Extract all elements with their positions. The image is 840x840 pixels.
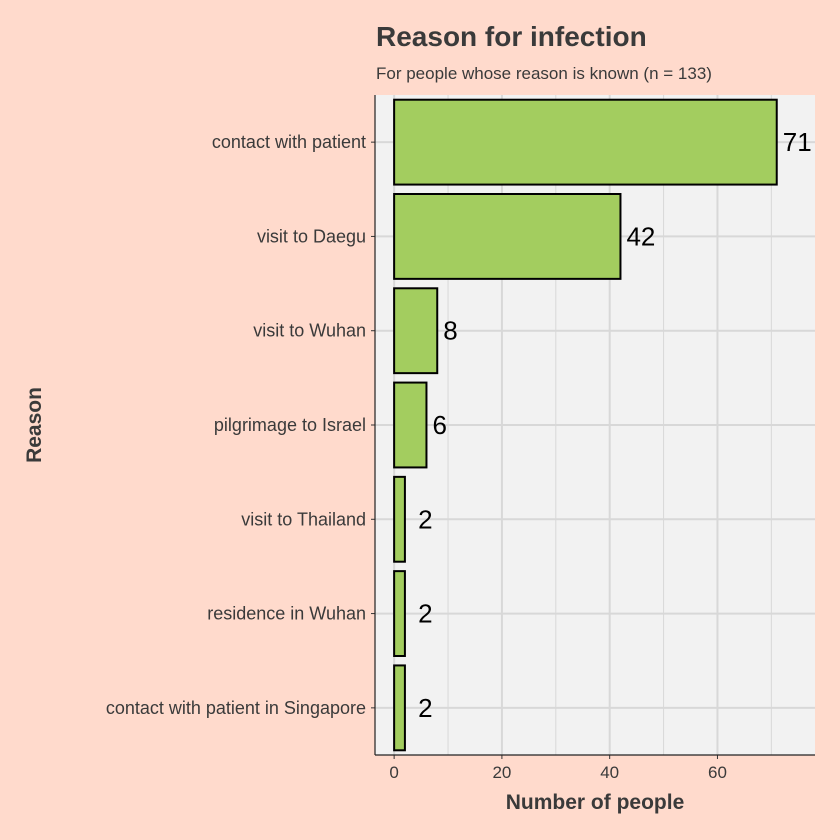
bar <box>393 381 428 469</box>
y-tick-label: pilgrimage to Israel <box>214 415 366 435</box>
value-labels: 71 42 8 6 2 2 2 <box>418 127 812 723</box>
y-axis-title: Reason <box>23 387 46 463</box>
y-tick-label: residence in Wuhan <box>207 604 366 624</box>
y-tick-label: visit to Wuhan <box>253 321 366 341</box>
bar <box>393 98 778 186</box>
bar-value-label: 71 <box>783 127 812 157</box>
chart-subtitle: For people whose reason is known (n = 13… <box>376 64 712 83</box>
y-tick-label: contact with patient in Singapore <box>106 698 366 718</box>
bar-value-label: 42 <box>626 221 655 251</box>
x-tick-label: 20 <box>492 763 511 782</box>
bar <box>393 193 622 280</box>
bar-value-label: 6 <box>432 410 446 440</box>
x-axis-title: Number of people <box>506 791 685 814</box>
x-tick-label: 0 <box>389 763 398 782</box>
y-tick-label: contact with patient <box>212 132 366 152</box>
bar <box>393 570 406 658</box>
bars <box>393 98 778 752</box>
bar-value-label: 2 <box>418 504 432 534</box>
bar <box>393 664 406 752</box>
y-tick-label: visit to Thailand <box>241 509 366 529</box>
bar-value-label: 2 <box>418 693 432 723</box>
x-tick-labels: 0 20 40 60 <box>389 755 727 782</box>
y-tick-labels: contact with patient visit to Daegu visit … <box>106 132 375 718</box>
bar <box>393 475 406 563</box>
x-tick-label: 40 <box>600 763 619 782</box>
x-tick-label: 60 <box>708 763 727 782</box>
bar <box>393 287 439 375</box>
bar-value-label: 8 <box>443 316 457 346</box>
y-tick-label: visit to Daegu <box>257 226 366 246</box>
bar-value-label: 2 <box>418 599 432 629</box>
chart-title: Reason for infection <box>376 21 647 52</box>
